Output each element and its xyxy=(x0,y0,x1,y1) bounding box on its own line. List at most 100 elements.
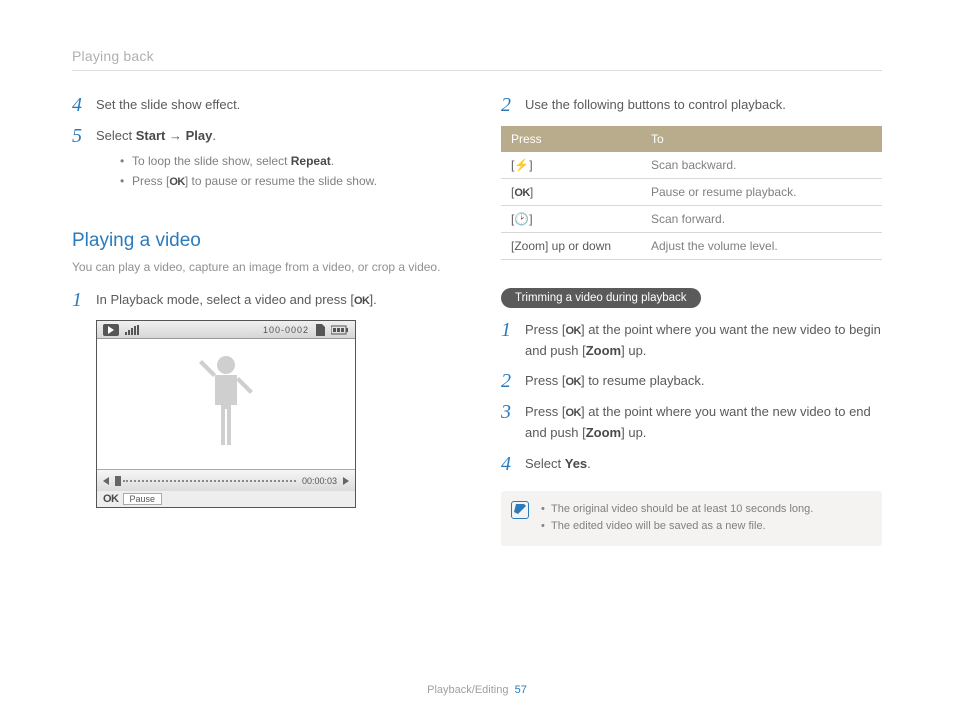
cell-press: [🕑] xyxy=(501,205,641,232)
vs1-post: ]. xyxy=(369,292,376,307)
forward-icon xyxy=(343,477,349,485)
playing-video-desc: You can play a video, capture an image f… xyxy=(72,258,453,276)
ok-icon: OK xyxy=(354,293,370,311)
video-topbar-left xyxy=(103,324,139,336)
t3-post: ] up. xyxy=(621,425,646,440)
video-player-mock: 100-0002 xyxy=(96,320,356,508)
vs1-pre: In Playback mode, select a video and pre… xyxy=(96,292,354,307)
timer-icon: 🕑 xyxy=(514,212,529,226)
video-step-1: 1 In Playback mode, select a video and p… xyxy=(72,290,453,311)
left-column: 4 Set the slide show effect. 5 Select St… xyxy=(72,95,453,546)
rewind-icon xyxy=(103,477,109,485)
two-column-layout: 4 Set the slide show effect. 5 Select St… xyxy=(72,95,882,546)
cell-to: Adjust the volume level. xyxy=(641,232,882,259)
battery-icon xyxy=(331,325,349,335)
video-controls-bar: 00:00:03 xyxy=(97,469,355,491)
t4-post: . xyxy=(587,456,591,471)
note-icon xyxy=(511,501,529,519)
breadcrumb-section: Playing back xyxy=(72,48,882,71)
ok-icon: OK xyxy=(103,493,119,505)
t1-bold: Zoom xyxy=(586,343,621,358)
ok-icon: OK xyxy=(169,173,185,192)
table-row: [Zoom] up or down Adjust the volume leve… xyxy=(501,232,882,259)
zoom-press: [Zoom] up or down xyxy=(511,239,611,253)
step5-arrow: → xyxy=(165,128,185,143)
person-silhouette-icon xyxy=(191,351,261,461)
bullet-pre: Press [ xyxy=(132,174,169,188)
step-5: 5 Select Start → Play. To loop the slide… xyxy=(72,126,453,192)
step-number: 5 xyxy=(72,126,86,146)
step5-play: Play xyxy=(186,128,213,143)
bullet-repeat: To loop the slide show, select Repeat. xyxy=(120,151,453,171)
step-number: 2 xyxy=(501,371,515,391)
video-topbar-right: 100-0002 xyxy=(263,324,349,336)
bracket-close: ] xyxy=(530,185,533,199)
step5-prefix: Select xyxy=(96,128,136,143)
seek-track xyxy=(123,480,296,482)
cell-to: Scan backward. xyxy=(641,152,882,179)
video-bottom-bar: OK Pause xyxy=(97,491,355,507)
t1-pre: Press [ xyxy=(525,322,565,337)
bullet-pre: To loop the slide show, select xyxy=(132,154,291,168)
note-item: The original video should be at least 10… xyxy=(541,501,870,519)
step5-start: Start xyxy=(136,128,166,143)
t4-bold: Yes xyxy=(565,456,587,471)
seek-bar xyxy=(115,476,296,486)
bracket-close: ] xyxy=(529,212,532,226)
playing-video-heading: Playing a video xyxy=(72,230,453,252)
note-item: The edited video will be saved as a new … xyxy=(541,518,870,536)
step-number: 4 xyxy=(501,454,515,474)
cell-to: Pause or resume playback. xyxy=(641,178,882,205)
trimming-pill-heading: Trimming a video during playback xyxy=(501,288,701,308)
step-number: 2 xyxy=(501,95,515,115)
bullet-post: ] to pause or resume the slide show. xyxy=(185,174,377,188)
bracket-close: ] xyxy=(529,158,532,172)
pause-label: Pause xyxy=(123,493,163,505)
t3-bold: Zoom xyxy=(586,425,621,440)
flash-icon: ⚡ xyxy=(514,158,529,172)
step-text: Select Yes. xyxy=(525,454,882,475)
ok-icon: OK xyxy=(514,187,530,199)
memory-card-icon xyxy=(315,324,325,336)
step-number: 3 xyxy=(501,402,515,422)
step-number: 4 xyxy=(72,95,86,115)
video-canvas xyxy=(97,339,355,469)
signal-bars-icon xyxy=(125,325,139,335)
controls-table: Press To [⚡] Scan backward. [OK] Pause o… xyxy=(501,126,882,260)
trim-step-4: 4 Select Yes. xyxy=(501,454,882,475)
step-number: 1 xyxy=(72,290,86,310)
ok-icon: OK xyxy=(565,374,581,392)
cell-press: [Zoom] up or down xyxy=(501,232,641,259)
step-text: Press [OK] at the point where you want t… xyxy=(525,320,882,362)
note-box: The original video should be at least 10… xyxy=(501,491,882,546)
cell-to: Scan forward. xyxy=(641,205,882,232)
file-counter: 100-0002 xyxy=(263,325,309,335)
table-row: [🕑] Scan forward. xyxy=(501,205,882,232)
seek-handle xyxy=(115,476,121,486)
cell-press: [⚡] xyxy=(501,152,641,179)
right-step-2: 2 Use the following buttons to control p… xyxy=(501,95,882,116)
step-number: 1 xyxy=(501,320,515,340)
ok-icon: OK xyxy=(565,323,581,341)
cell-press: [OK] xyxy=(501,178,641,205)
t2-pre: Press [ xyxy=(525,373,565,388)
video-topbar: 100-0002 xyxy=(97,321,355,339)
page-number: 57 xyxy=(515,684,527,696)
t2-post: ] to resume playback. xyxy=(581,373,705,388)
step-text: Set the slide show effect. xyxy=(96,95,453,116)
t1-post: ] up. xyxy=(621,343,646,358)
trim-step-1: 1 Press [OK] at the point where you want… xyxy=(501,320,882,362)
col-to: To xyxy=(641,126,882,152)
t4-pre: Select xyxy=(525,456,565,471)
time-elapsed: 00:00:03 xyxy=(302,476,337,486)
ok-icon: OK xyxy=(565,405,581,423)
footer-label: Playback/Editing xyxy=(427,684,508,696)
step-text: Press [OK] at the point where you want t… xyxy=(525,402,882,444)
trim-step-2: 2 Press [OK] to resume playback. xyxy=(501,371,882,392)
playback-mode-icon xyxy=(103,324,119,336)
step5-suffix: . xyxy=(212,128,216,143)
right-column: 2 Use the following buttons to control p… xyxy=(501,95,882,546)
step-text: Press [OK] to resume playback. xyxy=(525,371,882,392)
step5-bullets: To loop the slide show, select Repeat. P… xyxy=(96,151,453,192)
bullet-ok: Press [OK] to pause or resume the slide … xyxy=(120,171,453,192)
